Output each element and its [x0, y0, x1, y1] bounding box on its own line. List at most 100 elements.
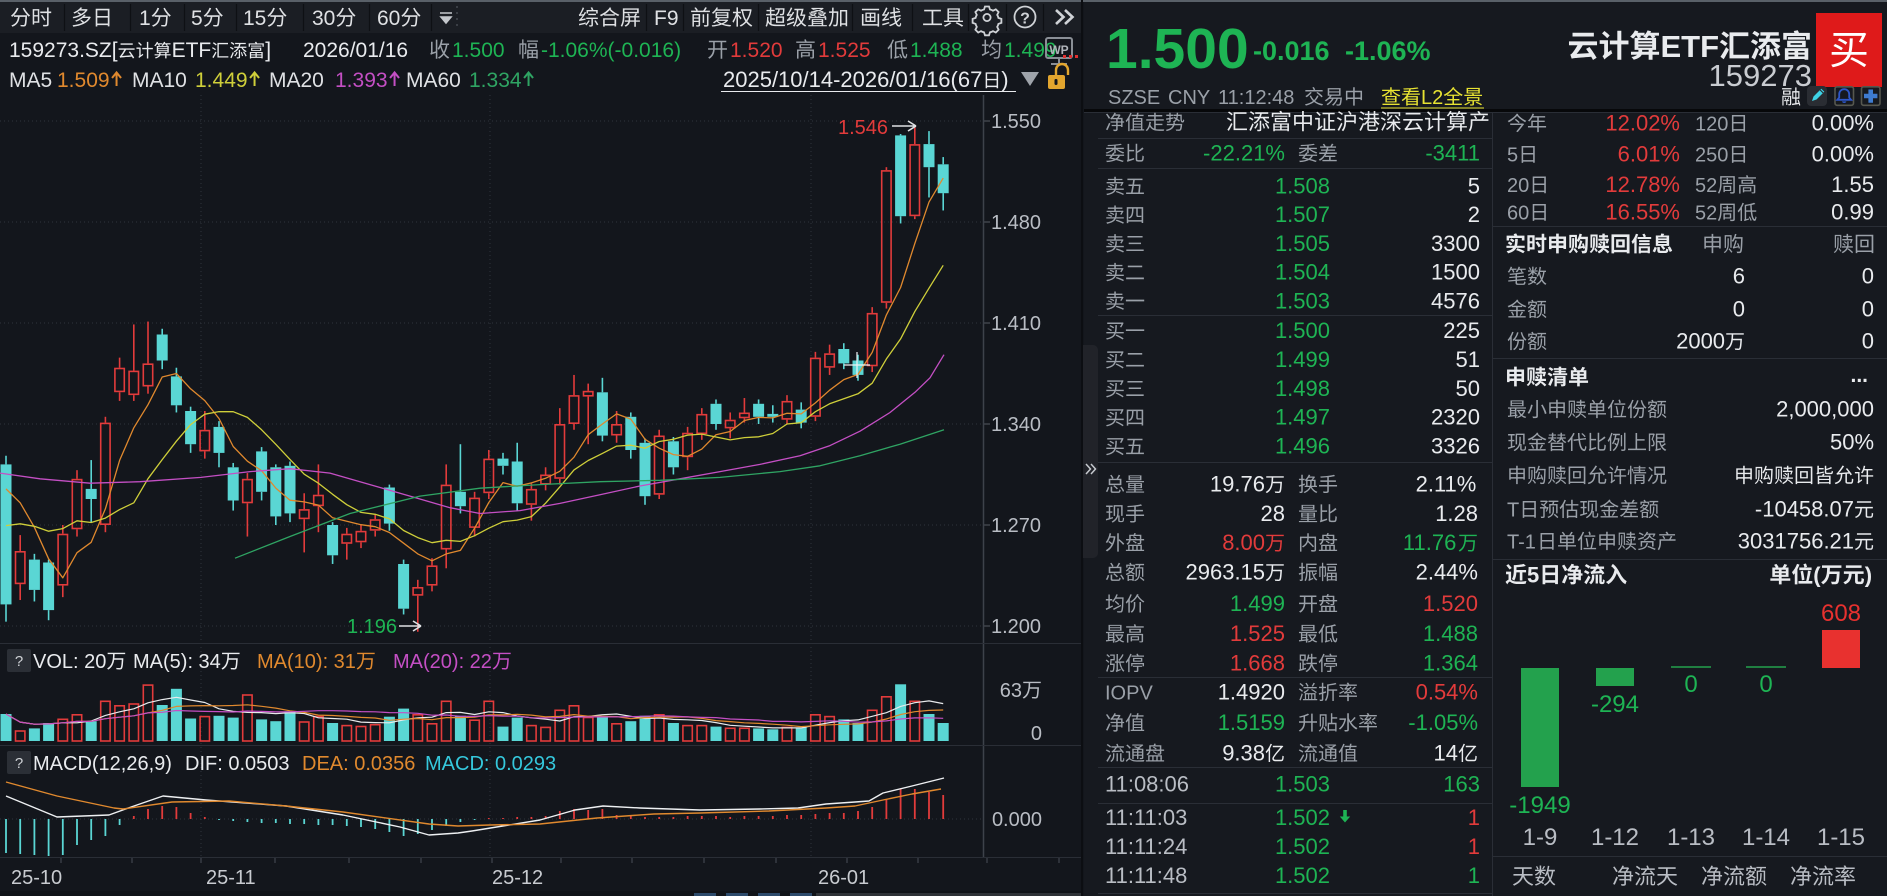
svg-text:1.393: 1.393 [335, 69, 388, 92]
svg-text:1.488: 1.488 [1423, 621, 1478, 646]
svg-text:1500: 1500 [1431, 260, 1480, 285]
svg-text:?: ? [15, 653, 23, 670]
svg-text:-3411: -3411 [1425, 141, 1480, 166]
svg-text:1.499: 1.499 [1230, 591, 1285, 616]
svg-text:1.500: 1.500 [1106, 17, 1249, 81]
svg-text:51: 51 [1456, 347, 1480, 372]
svg-text:MACD: 0.0293: MACD: 0.0293 [425, 753, 556, 775]
svg-text:19.76: 19.76 [1210, 472, 1265, 497]
svg-text:-294: -294 [1591, 691, 1639, 718]
svg-text:IOPV: IOPV [1105, 683, 1153, 705]
svg-text:CNY: CNY [1168, 87, 1210, 109]
svg-text:MA10: MA10 [132, 69, 187, 92]
svg-text:ETF: ETF [1661, 29, 1720, 64]
svg-text:1.364: 1.364 [1423, 651, 1478, 676]
svg-text:1.5159: 1.5159 [1218, 710, 1285, 735]
svg-text:1-15: 1-15 [1817, 824, 1865, 851]
svg-text:(: ( [1813, 563, 1821, 588]
svg-text:): ) [1001, 67, 1008, 92]
svg-text:1.480: 1.480 [991, 212, 1041, 234]
svg-text:2: 2 [1468, 202, 1480, 227]
svg-text:1.520: 1.520 [1423, 591, 1478, 616]
svg-text:5: 5 [191, 7, 203, 30]
svg-text:50%: 50% [1830, 430, 1874, 455]
svg-text:25-11: 25-11 [206, 867, 256, 889]
svg-text:1.546: 1.546 [838, 117, 888, 139]
svg-text:60: 60 [377, 7, 400, 30]
svg-text:1.502: 1.502 [1275, 805, 1330, 830]
svg-text:VOL: 20: VOL: 20 [33, 651, 106, 673]
svg-text:1.505: 1.505 [1275, 231, 1330, 256]
svg-text:1.4920: 1.4920 [1218, 680, 1285, 705]
svg-text:1.410: 1.410 [991, 313, 1041, 335]
svg-text:]: ] [265, 39, 271, 62]
svg-text:1.502: 1.502 [1275, 863, 1330, 888]
svg-text:1.525: 1.525 [1230, 621, 1285, 646]
svg-text:1.496: 1.496 [1275, 434, 1330, 459]
svg-text:DEA: 0.0356: DEA: 0.0356 [302, 753, 415, 775]
svg-text:0: 0 [1862, 297, 1874, 322]
svg-text:4576: 4576 [1431, 288, 1480, 313]
svg-text:608: 608 [1821, 600, 1861, 627]
svg-text:63: 63 [1000, 680, 1022, 702]
svg-text:MACD(12,26,9): MACD(12,26,9) [33, 753, 172, 775]
svg-text:1-12: 1-12 [1591, 824, 1639, 851]
svg-text:T: T [1507, 500, 1519, 522]
svg-text:MA20: MA20 [269, 69, 324, 92]
svg-text:MA(20): 22: MA(20): 22 [393, 651, 492, 673]
svg-text:225: 225 [1443, 318, 1480, 343]
svg-text:0.000: 0.000 [992, 809, 1042, 831]
svg-text:1.503: 1.503 [1275, 772, 1330, 797]
svg-text:11:11:24: 11:11:24 [1105, 834, 1187, 859]
svg-text:163: 163 [1443, 772, 1480, 797]
svg-text:-10458.07: -10458.07 [1755, 497, 1854, 522]
svg-text:0: 0 [1684, 671, 1697, 698]
svg-text:1.196: 1.196 [347, 616, 397, 638]
svg-text:-1.06%: -1.06% [1345, 36, 1431, 66]
svg-text:0: 0 [1759, 671, 1772, 698]
svg-text:6.01%: 6.01% [1618, 142, 1680, 167]
svg-text:2000: 2000 [1676, 329, 1725, 354]
svg-text:0.99: 0.99 [1831, 200, 1874, 225]
svg-text:1.509: 1.509 [57, 69, 110, 92]
svg-text:1.28: 1.28 [1435, 501, 1478, 526]
svg-text:MA(10): 31: MA(10): 31 [257, 651, 356, 673]
svg-text:DIF: 0.0503: DIF: 0.0503 [185, 753, 290, 775]
svg-text:52: 52 [1695, 175, 1717, 197]
svg-text:0: 0 [1031, 723, 1042, 745]
svg-text:1.55: 1.55 [1831, 172, 1874, 197]
svg-text:2026/01/16: 2026/01/16 [303, 39, 408, 62]
svg-text:L2: L2 [1421, 87, 1443, 109]
svg-text:2.44%: 2.44% [1416, 560, 1478, 585]
svg-text:?: ? [1020, 11, 1030, 28]
svg-text:8.00: 8.00 [1222, 530, 1265, 555]
svg-text:0.00%: 0.00% [1812, 142, 1874, 167]
svg-text:2320: 2320 [1431, 405, 1480, 430]
svg-text:1.497: 1.497 [1275, 405, 1330, 430]
svg-text:159273.SZ[: 159273.SZ[ [9, 39, 118, 62]
svg-text:1.504: 1.504 [1275, 260, 1330, 285]
svg-text:3031756.21: 3031756.21 [1738, 529, 1854, 554]
svg-text:120: 120 [1695, 114, 1728, 136]
svg-text:9.38: 9.38 [1222, 741, 1265, 766]
svg-text:1.499: 1.499 [1275, 347, 1330, 372]
svg-text:F9: F9 [654, 7, 679, 30]
svg-text:11:12:48: 11:12:48 [1218, 87, 1294, 109]
svg-text:1.500: 1.500 [1275, 318, 1330, 343]
svg-text:6: 6 [1733, 264, 1745, 289]
svg-text:1.340: 1.340 [991, 414, 1041, 436]
svg-text:1.520: 1.520 [730, 39, 783, 62]
svg-text:1.270: 1.270 [991, 515, 1041, 537]
svg-text:0.54%: 0.54% [1416, 680, 1478, 705]
svg-text:250: 250 [1695, 145, 1728, 167]
svg-text:11:11:48: 11:11:48 [1105, 863, 1187, 888]
svg-text:11:08:06: 11:08:06 [1105, 772, 1189, 797]
svg-text:-1.06%(-0.016): -1.06%(-0.016) [541, 39, 681, 62]
svg-text:0: 0 [1862, 329, 1874, 354]
svg-text:52: 52 [1695, 203, 1717, 225]
svg-text:50: 50 [1456, 376, 1480, 401]
svg-text:12.78%: 12.78% [1605, 172, 1680, 197]
svg-text:5: 5 [1507, 145, 1518, 167]
svg-text:): ) [1865, 563, 1872, 588]
svg-text:25-12: 25-12 [492, 867, 543, 889]
